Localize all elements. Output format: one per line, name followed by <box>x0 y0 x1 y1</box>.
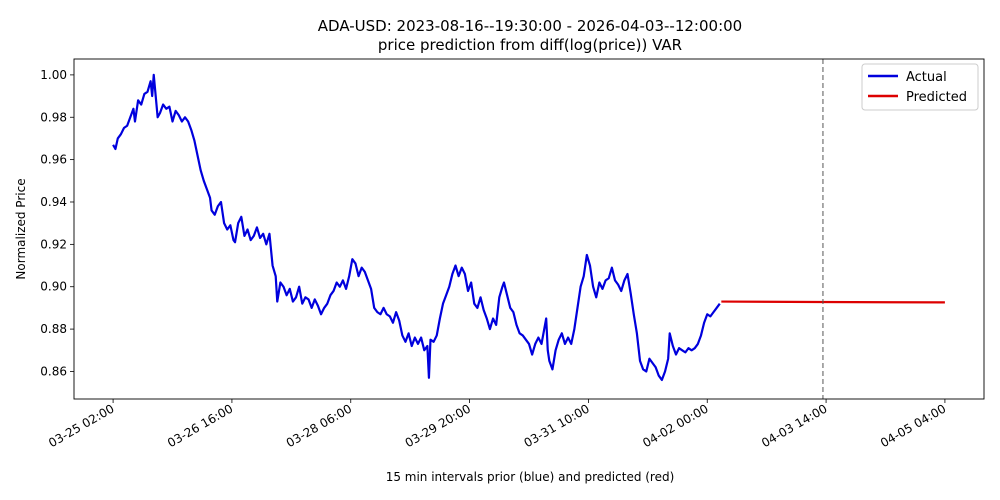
x-tick-label: 04-03 14:00 <box>759 401 829 450</box>
legend-label: Predicted <box>906 90 967 105</box>
x-axis-label: 15 min intervals prior (blue) and predic… <box>386 470 675 484</box>
y-tick-label: 0.94 <box>40 195 67 209</box>
x-tick-label: 04-05 04:00 <box>878 401 948 450</box>
series-line-predicted <box>721 300 945 304</box>
y-tick-label: 0.90 <box>40 280 67 294</box>
plot-area: 0.86 0.88 0.90 0.92 0.94 0.96 0.98 1.00 03-25 02… <box>40 58 985 450</box>
y-tick-label: 1.00 <box>40 68 67 82</box>
y-tick-label: 0.96 <box>40 153 67 167</box>
y-tick-label: 0.98 <box>40 110 67 124</box>
x-tick-label: 03-25 02:00 <box>46 401 116 450</box>
x-tick-label: 03-26 16:00 <box>165 401 235 450</box>
chart-subtitle: price prediction from diff(log(price)) V… <box>378 36 682 54</box>
legend: Actual Predicted <box>861 63 979 111</box>
plot-frame <box>73 58 985 400</box>
x-tick-label: 04-02 00:00 <box>640 401 710 450</box>
y-tick-label: 0.88 <box>40 322 67 336</box>
y-tick-label: 0.92 <box>40 237 67 251</box>
x-tick-label: 03-29 20:00 <box>403 401 473 450</box>
x-tick-label: 03-31 10:00 <box>521 401 591 450</box>
chart-title: ADA-USD: 2023-08-16--19:30:00 - 2026-04-… <box>318 17 742 35</box>
series-line-actual <box>112 73 721 382</box>
y-tick-label: 0.86 <box>40 364 67 378</box>
legend-label: Actual <box>906 70 947 85</box>
y-axis-label: Normalized Price <box>14 178 28 279</box>
x-tick-label: 03-28 06:00 <box>284 401 354 450</box>
